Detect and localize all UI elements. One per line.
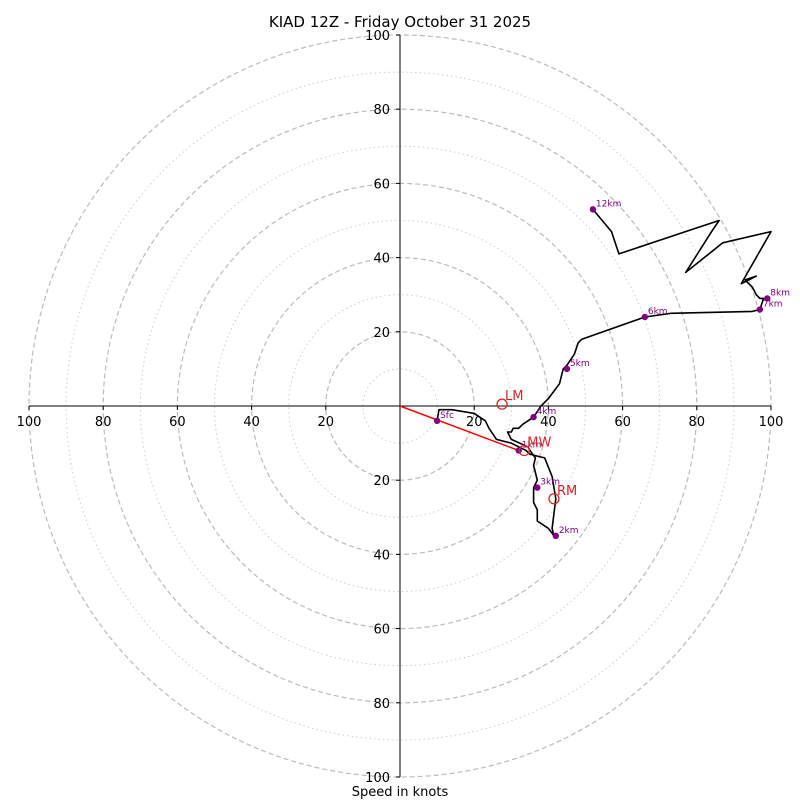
storm-marker-mw	[518, 444, 530, 457]
storm-marker-label: RM	[557, 484, 577, 499]
x-axis-label: Speed in knots	[352, 785, 449, 800]
storm-marker-label: MW	[527, 436, 551, 451]
x-tick-label: 40	[243, 415, 260, 430]
x-tick-label: 40	[540, 415, 557, 430]
height-marker-label: 3km	[540, 478, 560, 488]
hodograph-line	[436, 208, 772, 537]
y-tick-label: 80	[373, 697, 390, 712]
height-marker-label: 2km	[559, 526, 579, 536]
height-marker-3km	[534, 484, 541, 491]
height-marker-label: 5km	[570, 359, 590, 369]
storm-marker-label: LM	[505, 389, 523, 404]
x-tick-label: 60	[614, 415, 631, 430]
storm-marker-rm	[548, 493, 560, 505]
y-tick-label: 40	[373, 252, 390, 267]
markers: Sfc 1km 2km 3km 4km 5km 6km 7km 8km 12km LM MW RM	[433, 199, 790, 540]
y-tick-label: 60	[373, 177, 390, 192]
height-marker-2km	[552, 532, 560, 540]
y-tick-label: 80	[373, 103, 390, 118]
height-marker-sfc	[433, 417, 441, 425]
height-marker-4km	[530, 413, 537, 421]
height-marker-label: 12km	[596, 199, 621, 209]
height-marker-label: 6km	[648, 307, 668, 317]
x-tick-label: 80	[95, 415, 112, 430]
tick-labels: 100 80 60 40 20 20 40 60 80 100 100 80 60 40 20 20 40 60 8…	[17, 29, 784, 786]
x-tick-label: 100	[759, 415, 784, 430]
chart-title: KIAD 12Z - Friday October 31 2025	[269, 13, 531, 31]
height-marker-label: 4km	[537, 407, 557, 417]
height-marker-label: 7km	[763, 300, 783, 310]
storm-motion-line	[399, 405, 519, 452]
x-tick-label: 20	[318, 415, 335, 430]
y-tick-label: 60	[373, 623, 390, 638]
height-marker-5km	[563, 365, 571, 373]
height-marker-label: 8km	[770, 288, 790, 298]
y-tick-label: 20	[373, 326, 390, 341]
height-marker-6km	[641, 313, 649, 321]
series	[399, 208, 772, 537]
storm-marker-lm	[496, 398, 508, 410]
y-tick-label: 40	[373, 548, 390, 563]
x-tick-label: 80	[689, 415, 706, 430]
x-tick-label: 60	[169, 415, 186, 430]
x-tick-label: 20	[466, 415, 483, 430]
y-tick-label: 100	[365, 771, 390, 786]
height-marker-label: 1km	[522, 441, 542, 451]
height-marker-label: Sfc	[440, 411, 454, 421]
y-tick-label: 20	[373, 474, 390, 489]
height-marker-7km	[756, 306, 764, 313]
height-marker-8km	[764, 295, 771, 302]
height-marker-12km	[589, 206, 597, 213]
y-tick-label: 100	[365, 29, 390, 44]
x-tick-label: 100	[17, 415, 42, 430]
